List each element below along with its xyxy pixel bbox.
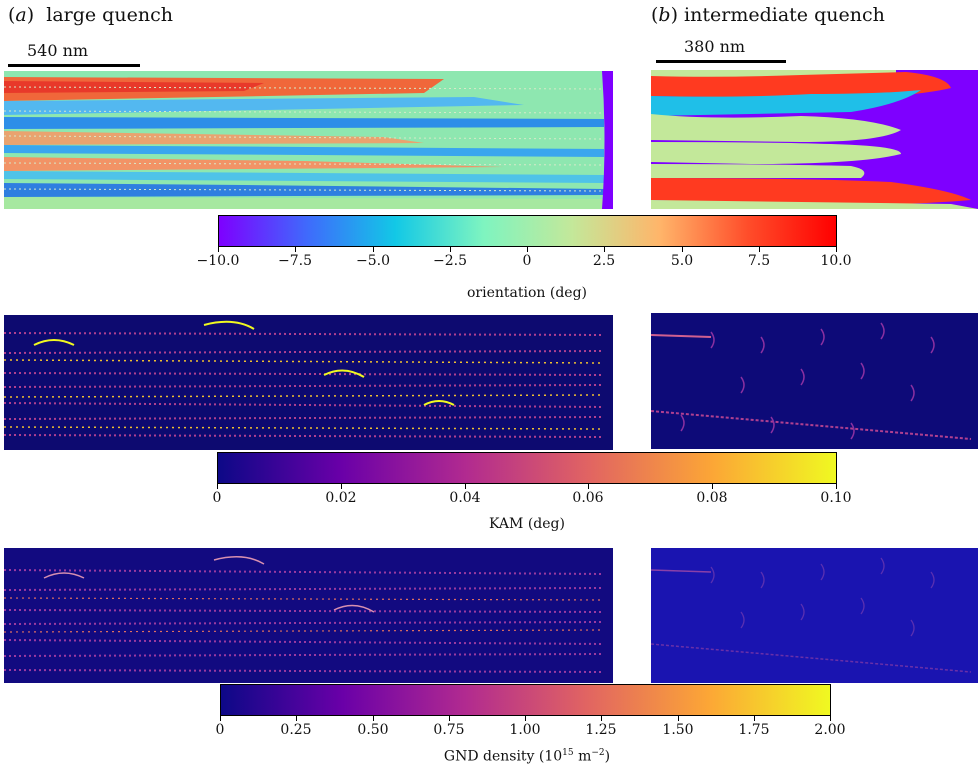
kam-tick <box>465 484 466 489</box>
gnd-tick <box>678 716 679 721</box>
orientation-colorbar-ticks: −10.0 −7.5 −5.0 −2.5 0 2.5 5.0 7.5 10.0 <box>197 247 852 269</box>
gnd-tick <box>830 716 831 721</box>
panel-b-letter: b <box>658 4 671 26</box>
gnd-tick <box>296 716 297 721</box>
gnd-map-a <box>4 548 613 683</box>
kam-map-a <box>4 315 613 450</box>
gnd-tick <box>373 716 374 721</box>
gnd-tick-label: 0.50 <box>357 722 389 738</box>
panel-a-title-text: large quench <box>46 4 173 26</box>
gnd-tick <box>449 716 450 721</box>
gnd-tick-label: 2.00 <box>814 722 846 738</box>
panel-a-letter: a <box>15 4 27 26</box>
kam-map-b <box>651 313 978 449</box>
kam-tick <box>712 484 713 489</box>
gnd-tick <box>601 716 602 721</box>
orientation-tick <box>836 247 837 252</box>
gnd-tick-label: 1.50 <box>662 722 694 738</box>
gnd-tick-label: 0.75 <box>433 722 465 738</box>
orientation-colorbar <box>218 215 837 247</box>
gnd-tick <box>525 716 526 721</box>
kam-colorbar-ticks: 0 0.02 0.04 0.06 0.08 0.10 <box>213 484 852 506</box>
gnd-colorbar-label: GND density (1015 m−2) <box>443 748 611 765</box>
orientation-tick <box>295 247 296 252</box>
gnd-tick <box>754 716 755 721</box>
gnd-colorbar <box>220 684 831 716</box>
orientation-tick-label: −7.5 <box>278 253 312 269</box>
orientation-tick-label: 2.5 <box>592 253 616 269</box>
scale-bar-a <box>8 64 140 67</box>
gnd-tick-label: 0.25 <box>280 722 312 738</box>
gnd-colorbar-ticks: 0 0.25 0.50 0.75 1.00 1.25 1.50 1.75 2.00 <box>216 716 846 738</box>
panel-a-title: (a) large quench <box>8 4 173 26</box>
gnd-tick-label: 1.25 <box>585 722 617 738</box>
orientation-tick <box>527 247 528 252</box>
orientation-tick <box>682 247 683 252</box>
gnd-map-b <box>651 548 978 683</box>
scale-bar-b <box>656 60 786 63</box>
kam-tick-label: 0.02 <box>325 490 357 506</box>
orientation-map-a <box>4 71 613 209</box>
orientation-tick-label: −2.5 <box>433 253 467 269</box>
gnd-tick-label: 1.75 <box>738 722 770 738</box>
kam-tick <box>588 484 589 489</box>
orientation-tick-label: −10.0 <box>196 253 240 269</box>
kam-tick <box>217 484 218 489</box>
kam-tick-label: 0.08 <box>696 490 728 506</box>
orientation-colorbar-label: orientation (deg) <box>466 285 588 301</box>
orientation-tick <box>450 247 451 252</box>
orientation-tick-label: 0 <box>522 253 532 269</box>
orientation-tick-label: 10.0 <box>820 253 852 269</box>
scale-label-b: 380 nm <box>684 37 746 56</box>
orientation-tick-label: 7.5 <box>747 253 771 269</box>
gnd-tick-label: 0 <box>215 722 225 738</box>
orientation-map-b <box>651 70 978 209</box>
kam-tick-label: 0.04 <box>449 490 481 506</box>
orientation-tick <box>373 247 374 252</box>
orientation-tick-label: −5.0 <box>356 253 390 269</box>
kam-colorbar <box>217 452 837 484</box>
kam-colorbar-label: KAM (deg) <box>489 516 565 532</box>
gnd-tick-label: 1.00 <box>509 722 541 738</box>
orientation-tick-label: 5.0 <box>670 253 694 269</box>
kam-tick <box>341 484 342 489</box>
orientation-tick <box>604 247 605 252</box>
orientation-tick <box>218 247 219 252</box>
kam-tick <box>836 484 837 489</box>
kam-tick-label: 0.10 <box>820 490 852 506</box>
scale-label-a: 540 nm <box>27 41 89 60</box>
gnd-tick <box>220 716 221 721</box>
kam-tick-label: 0.06 <box>572 490 604 506</box>
kam-tick-label: 0 <box>212 490 222 506</box>
orientation-tick <box>759 247 760 252</box>
panel-b-title: (b) intermediate quench <box>651 4 885 26</box>
